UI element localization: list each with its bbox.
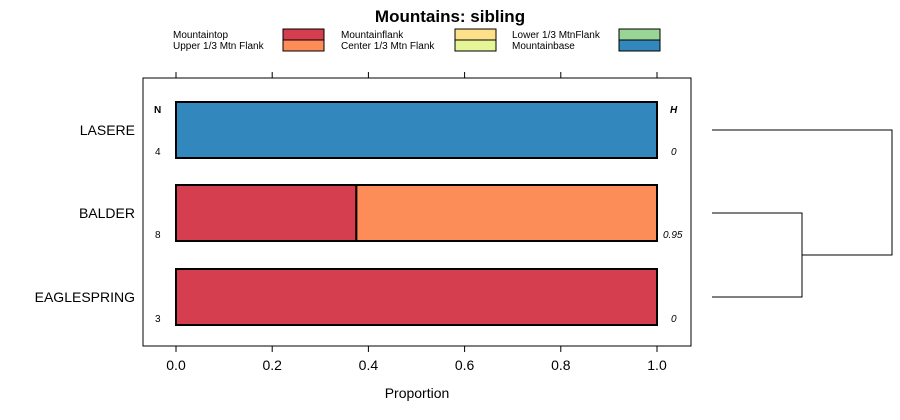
x-axis: 0.0 0.2 0.4 0.6 0.8 1.0	[166, 72, 667, 373]
legend-swatch	[618, 39, 661, 52]
n-value: 8	[155, 230, 161, 241]
category-label: LASERE	[80, 122, 135, 138]
h-value: 0.95	[663, 230, 683, 241]
n-value: 3	[155, 314, 161, 325]
plot-frame	[142, 77, 692, 347]
legend-label: Upper 1/3 Mtn Flank	[173, 41, 265, 52]
x-axis-label: Proportion	[385, 385, 450, 401]
x-tick-label: 0.6	[455, 357, 475, 373]
n-header: N	[154, 105, 161, 116]
x-tick-label: 0.8	[551, 357, 571, 373]
h-header: H	[670, 105, 678, 116]
bar-segment	[175, 101, 658, 159]
legend-label: Mountainflank	[341, 30, 404, 41]
bars: LASERE BALDER EAGLESPRING	[35, 101, 658, 326]
legend-label: Center 1/3 Mtn Flank	[341, 41, 435, 52]
legend-label: Mountaintop	[173, 30, 228, 41]
h-value: 0	[671, 314, 677, 325]
x-tick-label: 1.0	[647, 357, 667, 373]
chart-title: Mountains: sibling	[375, 7, 525, 26]
row-annotations: N H 4 0 8 0.95 3 0	[154, 105, 683, 325]
legend-swatch	[282, 28, 325, 41]
bar-segment	[175, 268, 658, 326]
legend-swatch	[282, 39, 325, 52]
x-tick-label: 0.0	[166, 357, 186, 373]
bar-segment	[175, 184, 358, 242]
n-value: 4	[155, 147, 161, 158]
legend-label: Mountainbase	[512, 41, 575, 52]
dendrogram-branch	[712, 212, 803, 298]
h-value: 0	[671, 147, 677, 158]
dendrogram-branch	[712, 129, 893, 256]
category-label: BALDER	[79, 205, 135, 221]
dendrogram	[712, 129, 893, 298]
x-tick-label: 0.4	[359, 357, 379, 373]
legend-label: Lower 1/3 MtnFlank	[512, 30, 601, 41]
category-label: EAGLESPRING	[35, 289, 135, 305]
x-tick-label: 0.2	[262, 357, 282, 373]
legend-swatch	[454, 39, 497, 52]
legend-swatch	[618, 28, 661, 41]
bar-segment	[355, 184, 658, 242]
legend-swatch	[454, 28, 497, 41]
